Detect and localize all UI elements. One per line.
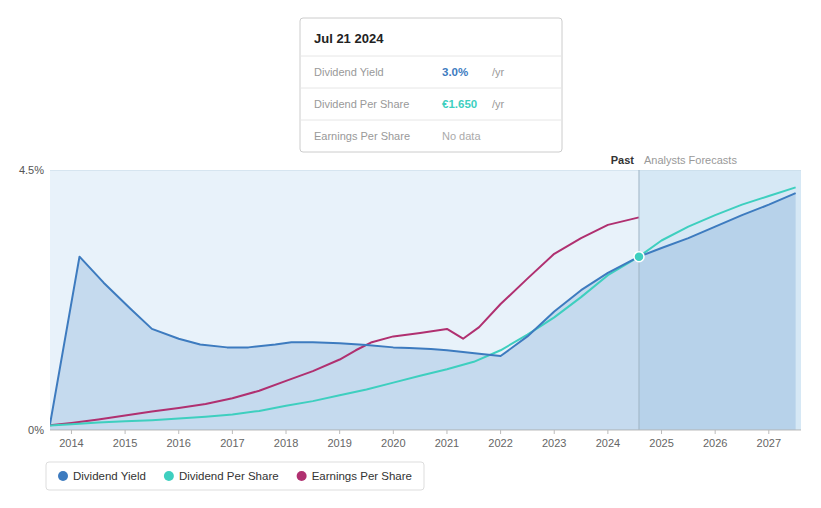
- tooltip-row-value: €1.650: [442, 98, 477, 110]
- x-tick-label: 2021: [435, 437, 459, 449]
- x-tick: [768, 430, 769, 434]
- grid-line: [50, 430, 801, 431]
- legend-label: Dividend Yield: [73, 470, 146, 482]
- x-tick: [446, 430, 447, 434]
- x-tick-label: 2027: [757, 437, 781, 449]
- y-tick-label: 0%: [28, 424, 44, 436]
- plot-background: [50, 170, 801, 430]
- cutoff-marker: [634, 252, 644, 262]
- legend-label: Earnings Per Share: [312, 470, 412, 482]
- legend-swatch: [297, 471, 307, 481]
- x-tick: [125, 430, 126, 434]
- tooltip-row-unit: /yr: [492, 98, 505, 110]
- x-tick: [607, 430, 608, 434]
- x-tick-label: 2023: [542, 437, 566, 449]
- tooltip-box: [300, 18, 562, 152]
- tooltip-separator: [300, 88, 562, 89]
- cutoff-line: [638, 170, 639, 430]
- tooltip-row-unit: /yr: [492, 66, 505, 78]
- x-tick-label: 2017: [220, 437, 244, 449]
- tooltip-row-label: Dividend Per Share: [314, 98, 409, 110]
- x-tick-label: 2016: [167, 437, 191, 449]
- chart: 2014 2015 2016 2017 2018 2019 2020 2021 2022 2023…: [0, 0, 821, 508]
- series-line: [50, 193, 796, 424]
- x-tick-label: 2014: [59, 437, 83, 449]
- page: {"chart_data": { "type": "line", "xlim":…: [0, 0, 821, 508]
- x-tick: [715, 430, 716, 434]
- legend: Dividend Yield Dividend Per Share Earnings…: [46, 462, 424, 490]
- x-tick-label: 2025: [649, 437, 673, 449]
- x-tick: [500, 430, 501, 434]
- tooltip: Jul 21 2024 Dividend Yield 3.0% /yr Dividend…: [300, 18, 562, 152]
- x-tick-label: 2020: [381, 437, 405, 449]
- x-tick: [178, 430, 179, 434]
- x-tick-label: 2015: [113, 437, 137, 449]
- x-tick-label: 2018: [274, 437, 298, 449]
- x-tick: [232, 430, 233, 434]
- tooltip-row-label: Dividend Yield: [314, 66, 384, 78]
- plot-area: [50, 170, 801, 430]
- x-tick: [71, 430, 72, 434]
- x-tick-label: 2022: [488, 437, 512, 449]
- y-tick-label: 4.5%: [19, 164, 44, 176]
- past-label: Past: [611, 154, 635, 166]
- x-axis-line: [50, 430, 801, 431]
- legend-label: Dividend Per Share: [179, 470, 279, 482]
- x-tick-label: 2019: [327, 437, 351, 449]
- tooltip-separator: [300, 56, 562, 57]
- x-tick: [393, 430, 394, 434]
- x-tick: [554, 430, 555, 434]
- x-tick: [661, 430, 662, 434]
- series-line: [50, 187, 796, 425]
- tooltip-row-value: 3.0%: [442, 66, 468, 78]
- grid-line: [50, 170, 801, 171]
- tooltip-title: Jul 21 2024: [314, 31, 384, 46]
- x-tick-label: 2024: [596, 437, 620, 449]
- tooltip-row-label: Earnings Per Share: [314, 130, 410, 142]
- forecast-label: Analysts Forecasts: [644, 154, 737, 166]
- legend-box: [46, 462, 424, 490]
- x-tick-label: 2026: [703, 437, 727, 449]
- tooltip-row-value: No data: [442, 130, 481, 142]
- x-tick: [339, 430, 340, 434]
- tooltip-separator: [300, 120, 562, 121]
- legend-swatch: [58, 471, 68, 481]
- x-tick: [286, 430, 287, 434]
- legend-swatch: [164, 471, 174, 481]
